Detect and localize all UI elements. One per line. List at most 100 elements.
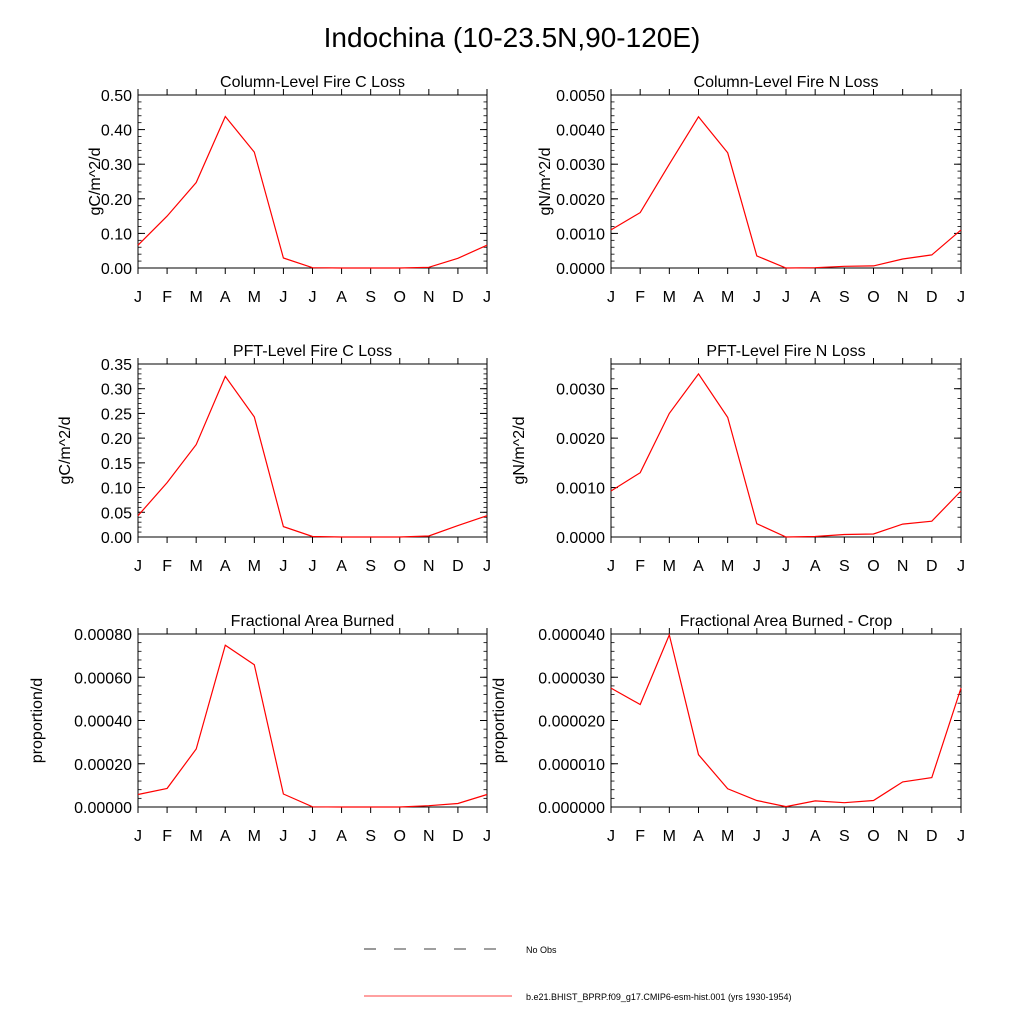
x-tick-label: N [897,289,909,306]
x-tick-label: J [134,289,142,306]
x-tick-label: D [926,289,938,306]
y-tick-label: 0.40 [101,123,132,140]
panel-title: Column-Level Fire N Loss [694,74,879,91]
x-tick-label: A [336,828,347,845]
panel-title: PFT-Level Fire C Loss [233,343,392,360]
y-tick-label: 0.00020 [74,757,132,774]
y-tick-label: 0.0050 [556,88,605,105]
panel-title: PFT-Level Fire N Loss [706,343,865,360]
x-tick-label: F [162,558,172,575]
y-axis-label: gC/m^2/d [87,148,104,216]
data-line-series-1 [610,115,962,269]
legend-label-no-obs: No Obs [526,945,557,955]
plot-frame [610,94,962,269]
x-tick-label: S [839,558,850,575]
x-tick-label: J [782,828,790,845]
x-tick-label: F [162,828,172,845]
x-tick-label: M [721,558,734,575]
y-axis-label: gC/m^2/d [57,417,74,485]
panel-title: Fractional Area Burned [231,613,395,630]
x-tick-label: J [782,289,790,306]
x-tick-label: M [190,828,203,845]
x-tick-label: J [309,828,317,845]
x-tick-label: J [134,558,142,575]
plot-frame [137,633,488,808]
data-line-series-1 [610,372,962,538]
panel-title: Fractional Area Burned - Crop [680,613,893,630]
x-tick-label: D [452,558,464,575]
x-tick-label: D [926,558,938,575]
y-tick-label: 0.000020 [538,714,605,731]
plot-frame [137,363,488,538]
y-tick-label: 0.00060 [74,670,132,687]
y-tick-label: 0.0000 [556,261,605,278]
y-tick-label: 0.35 [101,357,132,374]
x-tick-label: M [663,289,676,306]
x-tick-label: J [279,828,287,845]
x-tick-label: A [810,558,821,575]
y-axis-label: proportion/d [491,678,508,763]
y-tick-label: 0.10 [101,226,132,243]
x-tick-label: S [365,289,376,306]
x-tick-label: A [336,558,347,575]
x-tick-label: O [867,828,879,845]
x-tick-label: J [957,558,965,575]
x-tick-label: S [839,289,850,306]
x-tick-label: J [483,289,491,306]
x-tick-label: D [452,828,464,845]
x-tick-label: O [394,828,406,845]
y-tick-label: 0.00000 [74,800,132,817]
x-tick-label: F [635,289,645,306]
x-tick-label: N [423,289,435,306]
y-tick-label: 0.0010 [556,481,605,498]
y-tick-label: 0.30 [101,157,132,174]
y-tick-label: 0.20 [101,192,132,209]
y-tick-label: 0.0020 [556,431,605,448]
y-axis-label: gN/m^2/d [511,417,528,485]
x-tick-label: J [279,558,287,575]
x-tick-label: J [957,289,965,306]
x-tick-label: M [721,289,734,306]
data-line-series-1 [137,375,488,538]
x-tick-label: M [190,558,203,575]
data-line-series-1 [137,115,488,269]
x-tick-label: S [365,558,376,575]
x-tick-label: A [336,289,347,306]
y-tick-label: 0.05 [101,505,132,522]
x-tick-label: A [693,289,704,306]
x-tick-label: M [248,558,261,575]
y-tick-label: 0.50 [101,88,132,105]
y-tick-label: 0.15 [101,456,132,473]
x-tick-label: A [693,828,704,845]
x-tick-label: J [957,828,965,845]
x-tick-label: J [483,828,491,845]
panel-title: Column-Level Fire C Loss [220,74,405,91]
x-tick-label: A [220,289,231,306]
x-tick-label: F [162,289,172,306]
chart-panel-4: PFT-Level Fire N Loss gN/m^2/d 0.0000 0.001… [511,343,965,575]
y-axis-label: gN/m^2/d [537,148,554,216]
chart-panel-6: Fractional Area Burned - Crop proportion/… [491,613,965,845]
y-tick-label: 0.0040 [556,123,605,140]
x-tick-label: S [839,828,850,845]
x-tick-label: J [782,558,790,575]
x-tick-label: S [365,828,376,845]
x-tick-label: J [607,828,615,845]
y-tick-label: 0.000000 [538,800,605,817]
x-tick-label: J [309,289,317,306]
x-tick-label: J [607,558,615,575]
x-tick-label: O [867,558,879,575]
x-tick-label: J [753,289,761,306]
chart-panel-3: PFT-Level Fire C Loss gC/m^2/d 0.00 0.05 0.1… [57,343,491,575]
x-tick-label: D [926,828,938,845]
x-tick-label: O [394,289,406,306]
y-tick-label: 0.00040 [74,714,132,731]
y-tick-label: 0.000040 [538,627,605,644]
legend-label-model: b.e21.BHIST_BPRP.f09_g17.CMIP6-esm-hist.… [526,992,791,1002]
x-tick-label: A [810,828,821,845]
x-tick-label: M [721,828,734,845]
y-axis-label: proportion/d [29,678,46,763]
y-tick-label: 0.00 [101,530,132,547]
y-tick-label: 0.20 [101,431,132,448]
